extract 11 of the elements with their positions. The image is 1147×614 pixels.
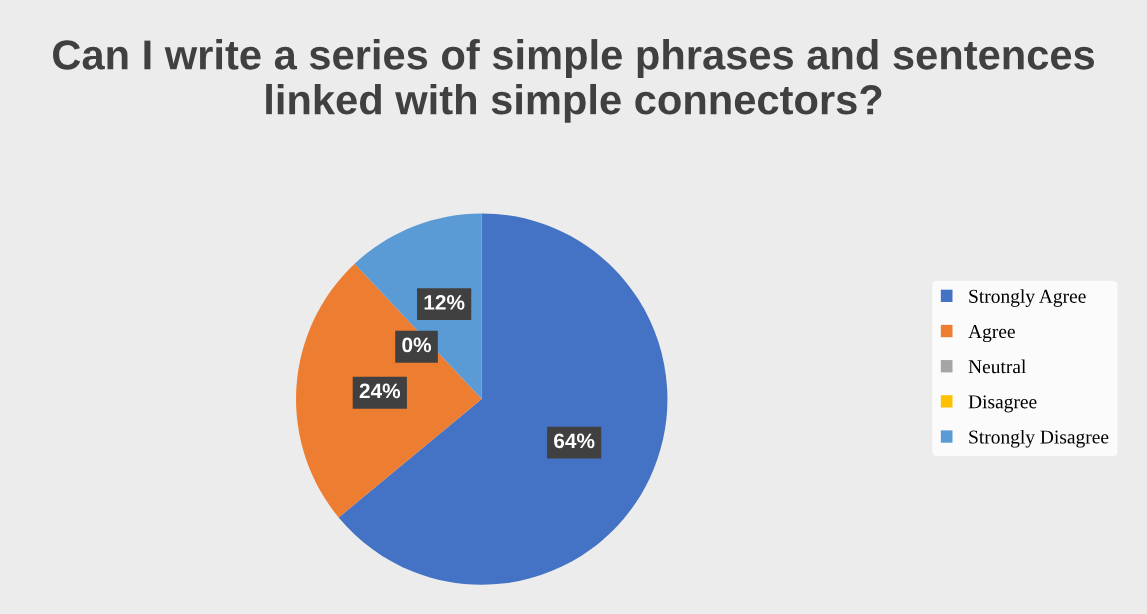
legend-label: Disagree	[968, 395, 1037, 413]
data-label: 64%	[554, 433, 595, 449]
legend-label: Neutral	[968, 359, 1026, 374]
data-label: 24%	[359, 383, 401, 399]
text: 0%	[402, 337, 432, 353]
legend-label: Strongly Agree	[969, 289, 1086, 307]
legend-label: Agree	[968, 325, 1015, 343]
data-label: 12%	[424, 294, 465, 310]
pie-slice	[338, 213, 668, 585]
chart-title: Can I write a series of simple phrases and sentences linked with simple connectors?	[53, 39, 1095, 123]
legend-label: Strongly Disagree	[969, 429, 1109, 448]
